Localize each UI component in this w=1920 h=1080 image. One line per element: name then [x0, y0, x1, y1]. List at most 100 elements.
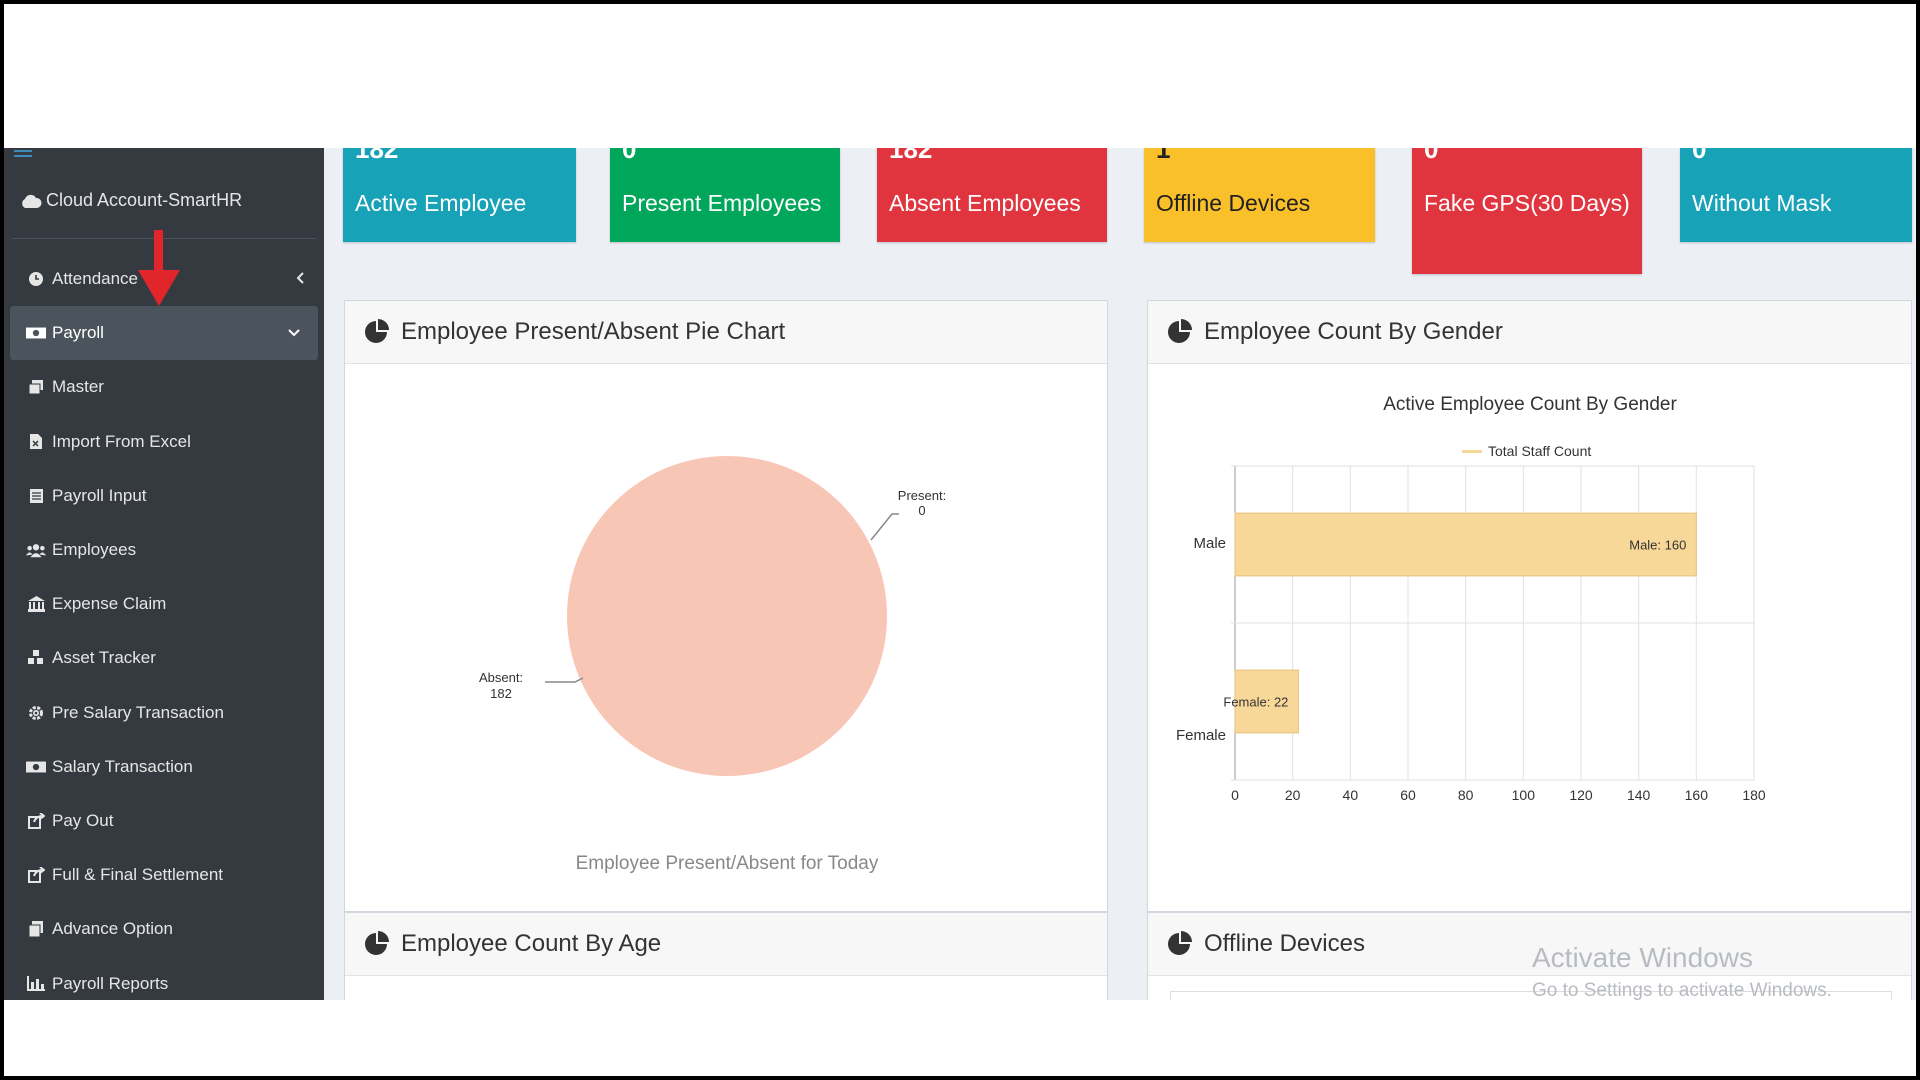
pie-chart: Present: 0 Absent: 182 Employee Present/…: [479, 456, 946, 874]
bank-icon: [26, 595, 46, 613]
clock-icon: [26, 270, 46, 288]
pie-chart-area: Present: 0 Absent: 182 Employee Present/…: [345, 364, 1107, 912]
sidebar-item-pay-out[interactable]: Pay Out: [4, 794, 324, 848]
gender-bar-chart: Active Employee Count By Gender Total St…: [1176, 394, 1766, 803]
sidebar-item-label: Salary Transaction: [52, 756, 193, 776]
stat-value: 0: [1692, 148, 1707, 164]
list-icon: [26, 487, 46, 505]
share-icon: [26, 812, 46, 830]
hamburger-menu-icon[interactable]: [14, 150, 32, 162]
stat-value: 182: [355, 148, 399, 164]
stat-value: 1: [1156, 148, 1171, 164]
bar-data-label-female: Female: 22: [1223, 695, 1288, 710]
panel-count-by-gender: Employee Count By Gender Active Employee…: [1147, 300, 1912, 912]
bar-female[interactable]: [1234, 669, 1299, 734]
stat-label: Without Mask: [1692, 190, 1832, 216]
stat-label: Absent Employees: [889, 190, 1081, 216]
stat-label: Active Employee: [355, 190, 527, 216]
sidebar-item-import-from-excel[interactable]: Import From Excel: [4, 415, 324, 469]
pie-value-present: 0: [918, 503, 925, 518]
gender-chart-title: Active Employee Count By Gender: [1383, 394, 1677, 415]
stat-card-without-mask[interactable]: 0 Without Mask: [1680, 148, 1912, 242]
money-icon: [26, 324, 46, 342]
x-tick-label: 40: [1343, 787, 1359, 803]
legend-swatch: [1462, 450, 1482, 453]
gender-chart-area: Active Employee Count By Gender Total St…: [1148, 364, 1911, 912]
cubes-icon: [26, 649, 46, 667]
panel-header: Employee Count By Gender: [1148, 301, 1911, 364]
x-tick-label: 80: [1458, 787, 1474, 803]
chevron-down-icon: [288, 323, 300, 343]
bar-chart-icon: [26, 975, 46, 993]
screen-frame-right: [1916, 0, 1920, 1080]
sidebar-item-label: Pay Out: [52, 810, 114, 830]
sidebar-divider: [12, 238, 316, 239]
stat-card-present-employees[interactable]: 0 Present Employees: [610, 148, 840, 242]
sidebar-item-advance-option[interactable]: Advance Option: [4, 902, 324, 956]
pie-chart-icon: [365, 319, 389, 343]
stat-card-absent-employees[interactable]: 182 Absent Employees: [877, 148, 1107, 242]
pie-value-absent: 182: [490, 686, 512, 701]
sidebar-item-employees[interactable]: Employees: [4, 523, 324, 577]
panel-present-absent-pie: Employee Present/Absent Pie Chart Presen…: [344, 300, 1108, 912]
share-icon: [26, 866, 46, 884]
stat-value: 182: [889, 148, 933, 164]
bar-male[interactable]: [1234, 512, 1697, 577]
sidebar-item-payroll-reports[interactable]: Payroll Reports: [4, 956, 324, 1000]
screen-frame-top: [0, 0, 1920, 148]
sidebar-item-label: Import From Excel: [52, 431, 191, 451]
panel-title: Employee Count By Age: [401, 930, 662, 957]
stat-value: 0: [1424, 148, 1439, 164]
panel-title: Employee Present/Absent Pie Chart: [401, 318, 786, 345]
app-window: Cloud Account-SmartHR Attendance Payroll…: [4, 148, 1916, 1000]
legend-label: Total Staff Count: [1488, 443, 1591, 459]
x-tick-label: 180: [1742, 787, 1766, 803]
sidebar-item-pre-salary-transaction[interactable]: Pre Salary Transaction: [4, 686, 324, 740]
sidebar: Cloud Account-SmartHR Attendance Payroll…: [4, 148, 324, 1000]
stat-label: Offline Devices: [1156, 190, 1311, 216]
sidebar-item-payroll[interactable]: Payroll: [10, 306, 318, 361]
file-excel-icon: [26, 433, 46, 451]
sidebar-item-full-final-settlement[interactable]: Full & Final Settlement: [4, 848, 324, 902]
sidebar-item-asset-tracker[interactable]: Asset Tracker: [4, 631, 324, 685]
x-tick-label: 60: [1400, 787, 1416, 803]
bar-data-label-male: Male: 160: [1629, 538, 1686, 553]
stat-label: Present Employees: [622, 190, 822, 216]
sidebar-item-label: Attendance: [52, 269, 139, 289]
stat-label: Fake GPS(30 Days): [1424, 190, 1630, 216]
stat-card-fake-gps[interactable]: 0 Fake GPS(30 Days): [1412, 148, 1642, 274]
pie-chart-icon: [1168, 319, 1192, 343]
pie-chart-icon: [365, 931, 389, 955]
stat-card-active-employee[interactable]: 182 Active Employee: [343, 148, 576, 242]
sidebar-item-label: Payroll Input: [52, 485, 147, 505]
panel-header: Employee Present/Absent Pie Chart: [345, 301, 1107, 364]
x-tick-label: 120: [1569, 787, 1593, 803]
sidebar-item-label: Expense Claim: [52, 594, 167, 614]
windows-activation-watermark-title: Activate Windows: [1532, 942, 1753, 973]
sidebar-item-expense-claim[interactable]: Expense Claim: [4, 577, 324, 631]
x-tick-label: 140: [1627, 787, 1651, 803]
panel-count-by-age: Employee Count By Age: [344, 912, 1108, 1000]
stat-value: 0: [622, 148, 637, 164]
sidebar-item-label: Payroll: [52, 323, 104, 343]
red-arrow-annotation-icon: [138, 230, 180, 306]
copy-icon: [26, 920, 46, 938]
sidebar-item-salary-transaction[interactable]: Salary Transaction: [4, 740, 324, 794]
sidebar-item-master[interactable]: Master: [4, 360, 324, 414]
screen-frame-left: [0, 0, 4, 1080]
sidebar-item-label: Master: [52, 377, 104, 397]
clone-icon: [26, 378, 46, 396]
money-icon: [26, 758, 46, 776]
sidebar-item-attendance[interactable]: Attendance: [4, 252, 324, 306]
cloud-icon: [22, 194, 42, 208]
chevron-left-icon: [296, 269, 306, 289]
x-axis-ticks: 0 20 40 60 80 100 120 140 160 180: [1231, 787, 1766, 803]
panel-title: Offline Devices: [1204, 930, 1365, 957]
pie-caption: Employee Present/Absent for Today: [576, 853, 879, 874]
stat-card-offline-devices[interactable]: 1 Offline Devices: [1144, 148, 1375, 242]
pie-slice-absent[interactable]: [567, 456, 887, 776]
screen-frame-bottom: [0, 1000, 1920, 1080]
brand[interactable]: Cloud Account-SmartHR: [20, 190, 242, 211]
pie-leader-absent: [545, 677, 584, 683]
sidebar-item-payroll-input[interactable]: Payroll Input: [4, 469, 324, 523]
